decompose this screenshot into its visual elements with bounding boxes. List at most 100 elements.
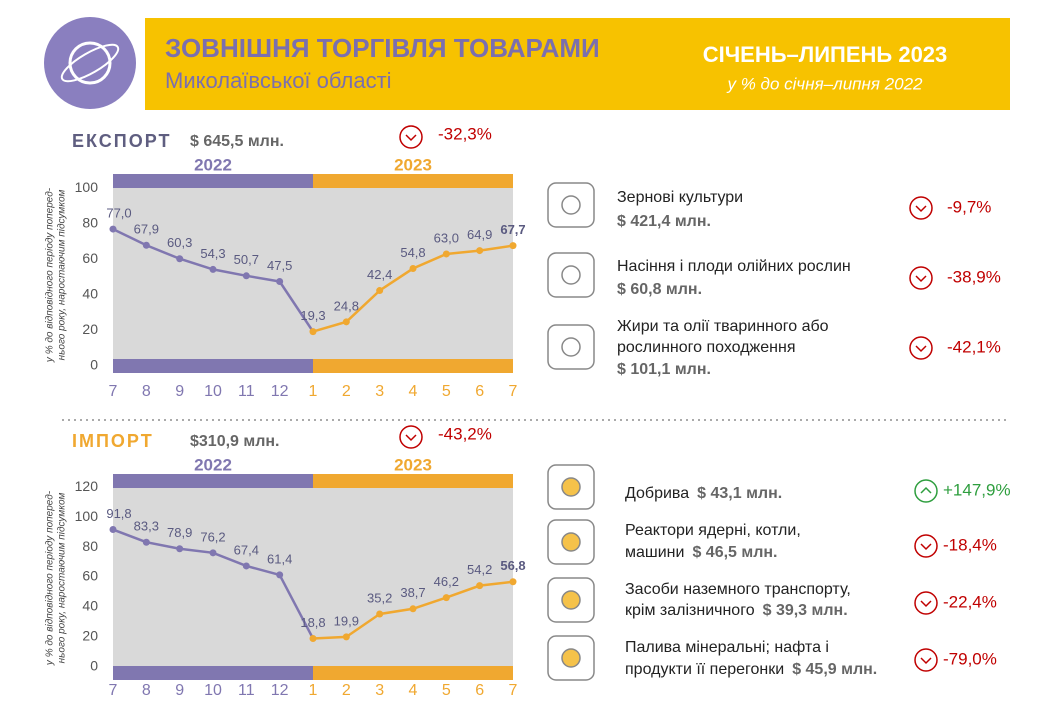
value-label: 54,2 — [467, 562, 492, 577]
item-icon-detail — [561, 195, 581, 215]
item-change: -18,4% — [943, 535, 997, 554]
period: СІЧЕНЬ–ЛИПЕНЬ 2023 — [703, 42, 948, 67]
series-connector — [278, 574, 315, 640]
value-label: 67,9 — [134, 222, 159, 237]
item-change: +147,9% — [943, 480, 1011, 499]
change-arrow — [920, 600, 932, 608]
item-name-line: машини — [625, 544, 684, 561]
year-label: 2022 — [194, 455, 232, 474]
section-change: -32,3% — [438, 124, 492, 143]
value-label: 19,3 — [300, 308, 325, 323]
x-tick-label: 8 — [142, 383, 151, 400]
point — [176, 255, 184, 263]
title: ЗОВНІШНЯ ТОРГІВЛЯ ТОВАРАМИ — [165, 33, 600, 63]
point — [409, 605, 417, 613]
value-label: 91,8 — [106, 506, 131, 521]
item-name-line: Добрива — [625, 485, 689, 502]
item-change: -9,7% — [947, 197, 991, 216]
section-amount: $310,9 млн. — [190, 433, 280, 450]
x-tick-label: 12 — [271, 383, 289, 400]
year-band — [313, 359, 513, 373]
logo — [44, 17, 136, 109]
year-band — [313, 666, 513, 680]
point — [276, 277, 284, 285]
change-badge — [914, 591, 938, 615]
change-arrow — [915, 345, 927, 353]
item-name: Жири та олії тваринного або — [617, 318, 829, 335]
item-change: -42,1% — [947, 337, 1001, 356]
plot-area — [113, 174, 513, 373]
item-name: рослинного походження — [617, 339, 796, 356]
x-tick-label: 9 — [175, 383, 184, 400]
change-badge — [909, 336, 933, 360]
x-tick-label: 1 — [309, 383, 318, 400]
item-amount: $ 101,1 млн. — [617, 361, 711, 378]
point — [376, 287, 384, 295]
year-band — [313, 174, 513, 188]
y-tick-label: 40 — [82, 286, 98, 302]
item-icon-detail — [561, 337, 581, 357]
point — [376, 610, 384, 618]
value-label: 61,4 — [267, 551, 292, 566]
series-line — [112, 227, 280, 283]
value-label: 46,2 — [434, 574, 459, 589]
y-axis-label: у % до відповідного періоду поперед- — [45, 490, 56, 666]
value-label: 38,7 — [400, 585, 425, 600]
change-badge — [399, 425, 423, 449]
point — [509, 578, 517, 586]
logo-globe — [68, 41, 112, 85]
point — [242, 272, 250, 280]
year-label: 2023 — [394, 455, 432, 474]
x-tick-label: 11 — [238, 383, 255, 400]
point — [442, 250, 450, 258]
value-label: 47,5 — [267, 258, 292, 273]
y-tick-label: 40 — [82, 598, 98, 614]
item-amount: $ 43,1 млн. — [697, 485, 782, 502]
year-band — [113, 174, 313, 188]
item-name-line: Насіння і плоди олійних рослин — [617, 258, 851, 275]
header-bar — [145, 18, 1010, 110]
x-tick-label: 5 — [442, 682, 451, 699]
point — [509, 242, 517, 250]
change-badge — [914, 534, 938, 558]
item-name-line: продукти її перегонки — [625, 661, 784, 678]
item-amount: $ 46,5 млн. — [692, 544, 777, 561]
x-tick-label: 7 — [509, 383, 518, 400]
item-icon-detail — [561, 648, 581, 668]
change-arrow — [915, 275, 927, 283]
change-arrow — [920, 543, 932, 551]
item-name: Засоби наземного транспорту, — [625, 581, 851, 598]
value-label: 76,2 — [200, 529, 225, 544]
point — [209, 265, 217, 273]
point — [476, 247, 484, 255]
item-name-line: Палива мінеральні; нафта і — [625, 639, 829, 656]
value-label: 56,8 — [500, 558, 525, 573]
x-tick-label: 4 — [409, 383, 418, 400]
item-icon-detail — [561, 590, 581, 610]
value-label: 64,9 — [467, 227, 492, 242]
item-icon-detail — [561, 265, 581, 285]
y-tick-label: 60 — [82, 250, 98, 266]
x-tick-label: 11 — [238, 682, 255, 699]
x-tick-label: 4 — [409, 682, 418, 699]
y-axis-label: у % до відповідного періоду поперед- — [45, 187, 56, 363]
y-tick-label: 0 — [90, 357, 98, 373]
year-band — [113, 359, 313, 373]
section-amount: $ 645,5 млн. — [190, 133, 284, 150]
change-arrow — [915, 205, 927, 213]
year-label: 2023 — [394, 155, 432, 174]
item-icon-detail — [561, 532, 581, 552]
x-tick-label: 7 — [109, 682, 118, 699]
x-tick-label: 3 — [375, 682, 384, 699]
point — [109, 526, 117, 534]
plot-area — [113, 474, 513, 680]
x-tick-label: 6 — [475, 682, 484, 699]
value-label: 83,3 — [134, 519, 159, 534]
x-tick-label: 8 — [142, 682, 151, 699]
item-amount: $ 421,4 млн. — [617, 213, 711, 230]
series-line — [112, 528, 280, 577]
item-amount: $ 45,9 млн. — [792, 661, 877, 678]
value-label: 77,0 — [106, 206, 131, 221]
item-name-line: Зернові культури — [617, 189, 743, 206]
point — [276, 571, 284, 579]
